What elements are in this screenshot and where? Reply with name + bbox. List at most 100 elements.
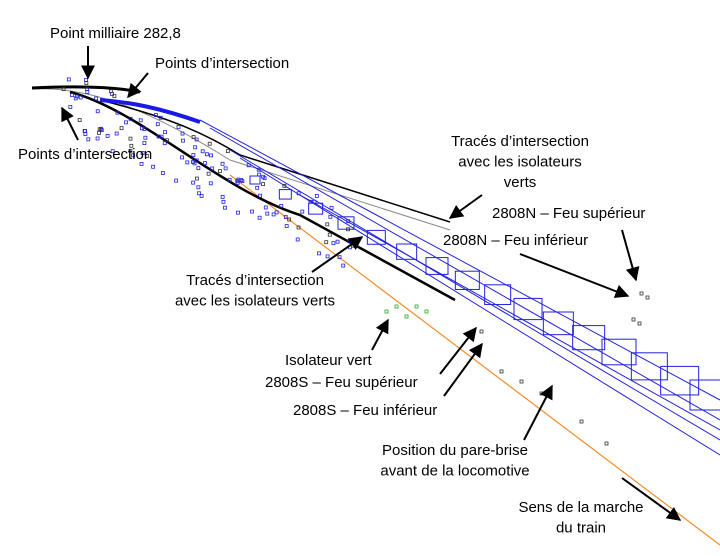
point — [479, 329, 484, 334]
point — [75, 94, 79, 99]
point — [424, 309, 429, 314]
point — [196, 185, 201, 190]
point — [160, 171, 165, 175]
wire-box — [249, 175, 261, 185]
point — [142, 127, 147, 131]
point — [114, 131, 119, 136]
point — [639, 291, 644, 296]
point — [206, 171, 211, 176]
arrow — [439, 326, 477, 375]
point — [205, 152, 209, 157]
label: Point milliaire 282,8 — [50, 25, 181, 42]
label: Tracés d’intersection — [186, 272, 324, 289]
point — [176, 125, 181, 129]
point — [265, 211, 270, 216]
point — [279, 203, 284, 208]
wire-line — [299, 194, 720, 431]
point — [207, 141, 212, 146]
arrow — [621, 477, 682, 521]
arrow — [127, 72, 149, 99]
point — [604, 441, 609, 446]
point — [99, 126, 103, 131]
label: Tracés d’intersection — [451, 133, 589, 150]
point — [394, 304, 399, 309]
point — [221, 199, 226, 204]
point — [108, 89, 113, 94]
scene — [31, 85, 720, 546]
wire-box — [337, 216, 355, 230]
point — [329, 205, 334, 210]
point — [519, 379, 524, 384]
point — [139, 161, 144, 166]
point — [284, 224, 289, 228]
point — [346, 219, 351, 224]
point — [258, 193, 263, 198]
point — [200, 149, 205, 154]
point — [300, 209, 305, 214]
point — [197, 191, 201, 196]
point — [143, 135, 148, 140]
point — [314, 193, 319, 198]
point — [199, 194, 204, 198]
wire-box — [572, 325, 606, 351]
point — [341, 263, 346, 268]
point — [223, 166, 228, 171]
point — [95, 136, 100, 141]
point — [154, 113, 158, 117]
wire-box — [689, 379, 720, 411]
label: Position du pare-brise — [382, 442, 528, 459]
point — [84, 81, 89, 85]
point — [85, 90, 90, 94]
point — [78, 95, 83, 100]
arrow — [519, 253, 630, 298]
point — [271, 212, 276, 217]
point — [140, 151, 145, 155]
point — [128, 116, 133, 121]
point — [227, 177, 232, 182]
point — [282, 183, 287, 188]
windshield-line — [229, 174, 720, 546]
point — [195, 176, 199, 181]
point — [327, 232, 332, 237]
wire-line — [239, 157, 720, 456]
point — [191, 135, 196, 139]
point — [119, 126, 124, 131]
intersection-trace — [69, 90, 456, 302]
point — [196, 166, 201, 171]
wire-box — [601, 338, 637, 366]
point — [158, 115, 163, 120]
point — [274, 210, 279, 215]
point — [100, 98, 105, 103]
point — [324, 240, 329, 245]
wireframe — [199, 119, 720, 456]
point — [236, 210, 240, 215]
track-line — [99, 98, 201, 124]
point — [239, 178, 244, 183]
annotations: Point milliaire 282,8 Points d’intersecti… — [18, 25, 645, 537]
point — [220, 161, 225, 166]
label: verts — [504, 174, 537, 191]
point — [86, 137, 91, 142]
point — [162, 141, 167, 146]
label: 2808N – Feu inférieur — [443, 232, 588, 249]
point — [110, 149, 115, 154]
point — [180, 155, 185, 160]
label: Points d’intersection — [155, 55, 289, 72]
point — [77, 118, 82, 122]
label: du train — [556, 519, 606, 536]
wire-box — [660, 365, 700, 396]
point — [296, 191, 301, 196]
label: 2808N – Feu supérieur — [492, 205, 645, 222]
point — [384, 309, 389, 314]
point — [283, 215, 288, 219]
point — [139, 126, 144, 131]
point — [128, 136, 133, 141]
point — [159, 134, 164, 139]
point — [155, 122, 160, 127]
point — [308, 199, 313, 204]
scatter-points — [61, 77, 650, 446]
point — [257, 215, 262, 220]
point — [337, 255, 342, 260]
point — [144, 154, 149, 158]
point — [335, 239, 340, 244]
